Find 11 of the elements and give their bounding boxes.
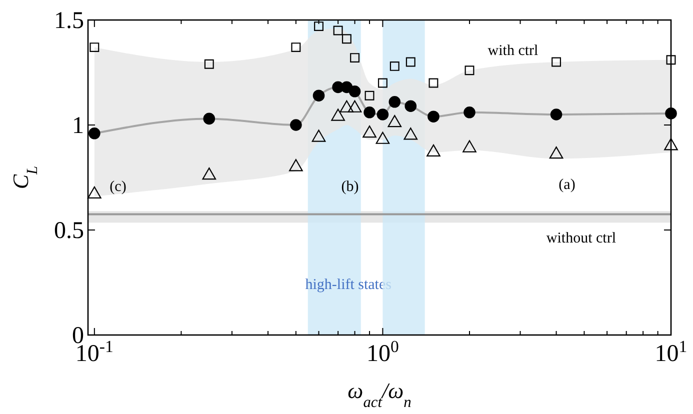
y-tick-label: 0.5	[54, 218, 84, 244]
x-axis-title: ω$_{act}$/ω$_{n}$	[348, 378, 412, 410]
x-tick-label: 10$^{0}$	[366, 336, 399, 367]
x-tick-label: 10$^{1}$	[654, 336, 688, 367]
text: with ctrl	[488, 43, 538, 60]
y-tick-label: 1	[72, 113, 84, 139]
y-tick-label: 1.5	[54, 8, 84, 34]
annotation: (b)	[341, 179, 359, 196]
ref-line-label: without ctrl	[546, 230, 616, 246]
annotation: (c)	[110, 179, 126, 196]
annotation: (a)	[558, 177, 576, 194]
